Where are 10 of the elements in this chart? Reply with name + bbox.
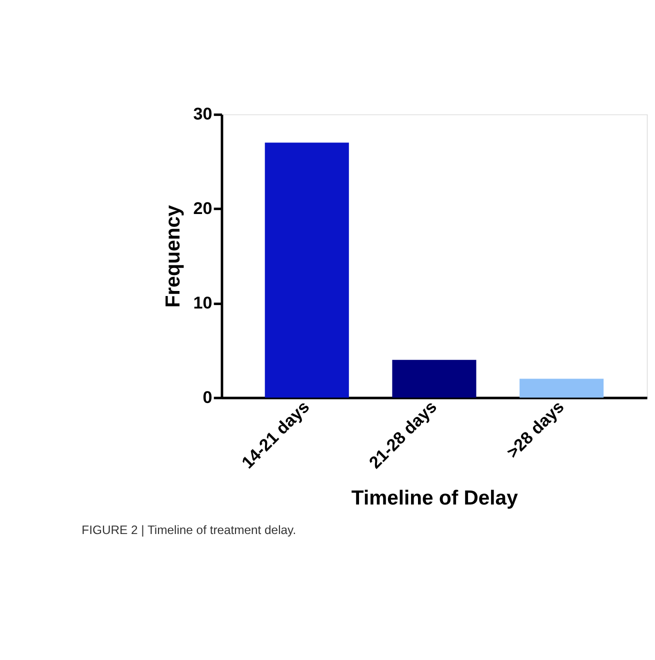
y-tick-label: 30: [193, 104, 212, 124]
y-tick-label: 10: [193, 293, 212, 312]
y-tick-label: 20: [193, 199, 212, 218]
bar: [392, 360, 476, 398]
bar: [264, 142, 349, 398]
y-tick-label: 0: [202, 388, 212, 407]
caption: FIGURE 2 | Timeline of treatment delay.: [82, 522, 296, 537]
bar: [520, 378, 604, 398]
x-axis-title: Timeline of Delay: [351, 487, 519, 510]
y-axis-title: Frequency: [162, 204, 184, 308]
